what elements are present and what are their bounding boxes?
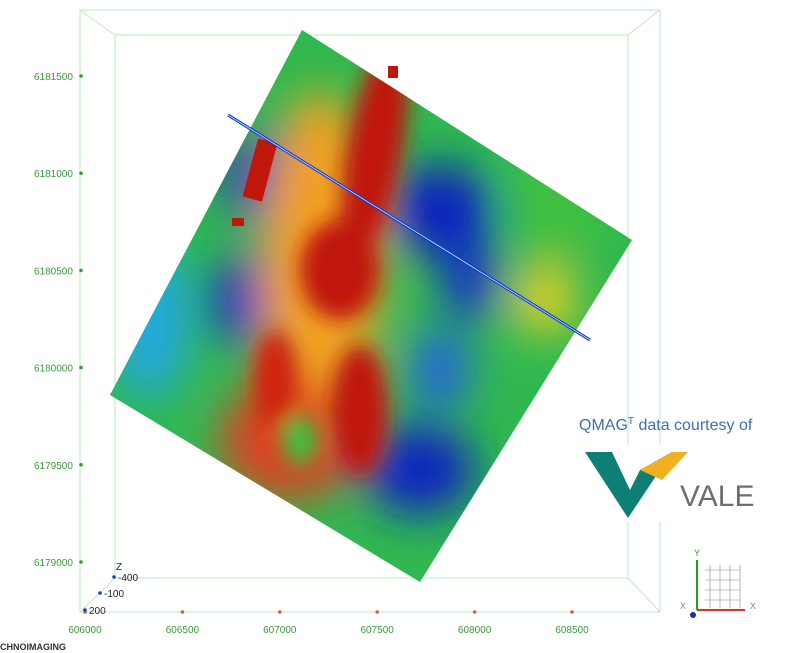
anomaly <box>388 66 398 78</box>
y-tick <box>79 463 83 467</box>
caption: QMAGT data courtesy of <box>579 416 753 434</box>
bounding-box <box>79 9 661 613</box>
z-tick-label: -400 <box>118 573 138 584</box>
z-tick-label: -100 <box>104 589 124 600</box>
x-tick <box>278 610 282 614</box>
x-tick-label: 607500 <box>361 625 395 636</box>
y-tick-label: 6180500 <box>34 266 73 277</box>
magnetic-map <box>110 30 632 582</box>
gizmo-x-left: X <box>680 601 686 611</box>
y-tick <box>79 560 83 564</box>
x-tick <box>375 610 380 614</box>
x-tick <box>180 610 185 614</box>
x-tick <box>472 610 477 614</box>
gizmo-y: Y <box>694 548 700 558</box>
axis-gizmo <box>690 560 745 618</box>
logo-accent <box>640 452 688 480</box>
y-tick-label: 6181500 <box>34 72 73 83</box>
brand: CHNOIMAGING <box>0 642 66 652</box>
y-tick <box>79 171 83 175</box>
z-title: Z <box>116 562 122 573</box>
y-tick-label: 6179000 <box>34 558 73 569</box>
z-tick-label: 200 <box>89 606 106 617</box>
z-tick <box>112 575 116 579</box>
y-tick <box>79 268 83 273</box>
z-tick <box>98 591 102 595</box>
logo-text: VALE <box>680 480 755 513</box>
y-tick <box>79 74 83 78</box>
y-tick-label: 6180000 <box>34 364 73 375</box>
x-tick-label: 608000 <box>458 625 492 636</box>
profile-line-highlight <box>227 114 591 341</box>
x-tick-label: 607000 <box>263 625 297 636</box>
x-tick <box>570 610 574 614</box>
z-tick <box>83 608 87 612</box>
y-tick-label: 6179500 <box>34 461 73 472</box>
y-tick-label: 6181000 <box>34 169 73 180</box>
x-tick-label: 608500 <box>555 625 589 636</box>
gizmo-x-right: X <box>750 601 756 611</box>
y-tick <box>79 365 83 370</box>
x-tick-label: 606500 <box>166 625 200 636</box>
x-tick-label: 606000 <box>68 625 102 636</box>
